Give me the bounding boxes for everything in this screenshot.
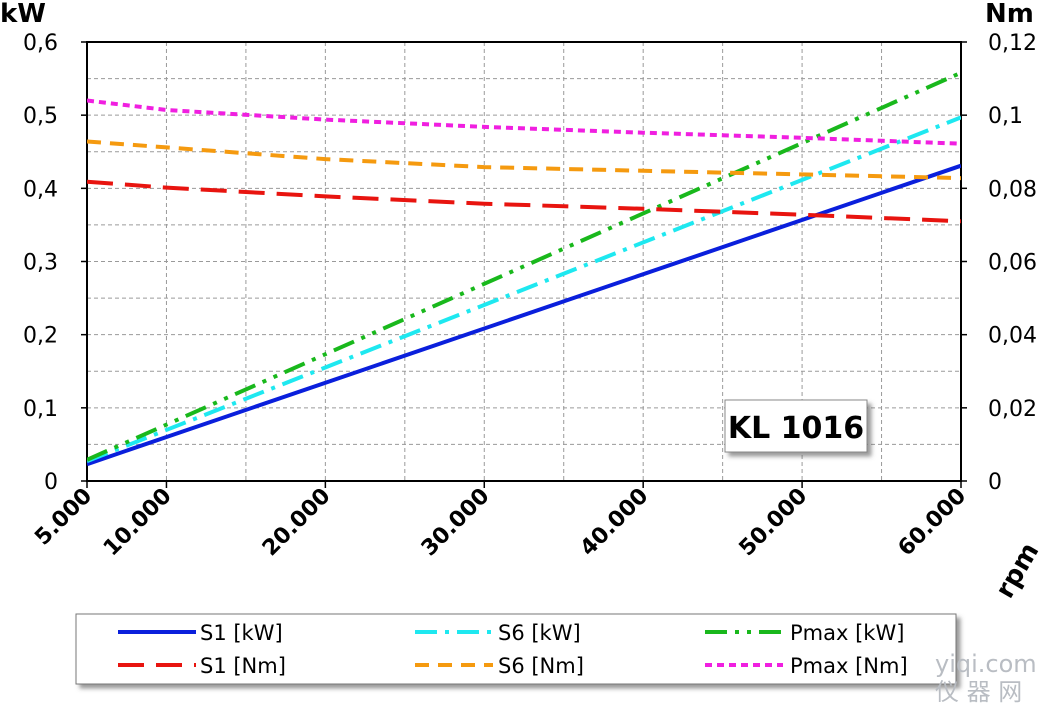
y-right-tick-label: 0,12 — [988, 31, 1037, 56]
y-left-tick-label: 0 — [44, 470, 58, 495]
watermark-text: yiqi.com — [935, 650, 1037, 678]
legend-label: S6 [Nm] — [498, 654, 584, 678]
y-axis-right: 0 0,02 0,04 0,06 0,08 0,1 0,12 — [961, 31, 1037, 495]
x-tick-label: 5.000 — [30, 484, 97, 551]
series-line-2 — [87, 115, 961, 464]
y-left-tick-label: 0,5 — [23, 104, 58, 129]
legend-label: S1 [kW] — [200, 621, 283, 645]
y-right-tick-label: 0,04 — [988, 324, 1037, 349]
y-right-tick-label: 0,08 — [988, 177, 1037, 202]
x-tick-label: 30.000 — [417, 484, 495, 562]
y-left-tick-label: 0,6 — [23, 31, 58, 56]
y-left-tick-label: 0,2 — [23, 324, 58, 349]
legend-label: S6 [kW] — [498, 621, 581, 645]
y-left-tick-label: 0,3 — [23, 251, 58, 276]
series-line-5 — [87, 139, 961, 181]
y-left-tick-label: 0,4 — [23, 177, 58, 202]
y-right-tick-label: 0,02 — [988, 397, 1037, 422]
y-right-tick-label: 0,1 — [988, 104, 1023, 129]
x-tick-label: 40.000 — [576, 484, 654, 562]
watermark-text-cn: 仪 器 网 — [935, 678, 1022, 704]
x-unit: rpm — [990, 538, 1039, 604]
x-axis: 5.000 10.000 20.000 30.000 40.000 50.000 60.00… — [30, 481, 971, 561]
y-left-tick-label: 0,1 — [23, 397, 58, 422]
y-axis-left: 0 0,1 0,2 0,3 0,4 0,5 0,6 — [23, 31, 87, 495]
legend-label: Pmax [Nm] — [790, 654, 908, 678]
model-label-box: KL 1016 — [724, 399, 868, 453]
y-left-unit: kW — [0, 0, 46, 29]
legend-label: S1 [Nm] — [200, 654, 286, 678]
y-right-tick-label: 0 — [988, 470, 1002, 495]
x-tick-label: 50.000 — [735, 484, 813, 562]
model-label: KL 1016 — [728, 411, 864, 446]
y-right-tick-label: 0,06 — [988, 251, 1037, 276]
series-lines — [87, 70, 961, 467]
grid-lines — [86, 41, 962, 482]
legend-label: Pmax [kW] — [790, 621, 904, 645]
series-line-4 — [87, 179, 961, 224]
x-tick-label: 60.000 — [894, 484, 972, 562]
legend: S1 [kW] S6 [kW] Pmax [kW] S1 [Nm] S6 [Nm] Pma… — [75, 613, 957, 685]
series-line-3 — [87, 70, 961, 462]
x-tick-label: 10.000 — [99, 484, 177, 562]
y-right-unit: Nm — [985, 0, 1034, 29]
series-line-6 — [87, 98, 961, 146]
x-tick-label: 20.000 — [258, 484, 336, 562]
